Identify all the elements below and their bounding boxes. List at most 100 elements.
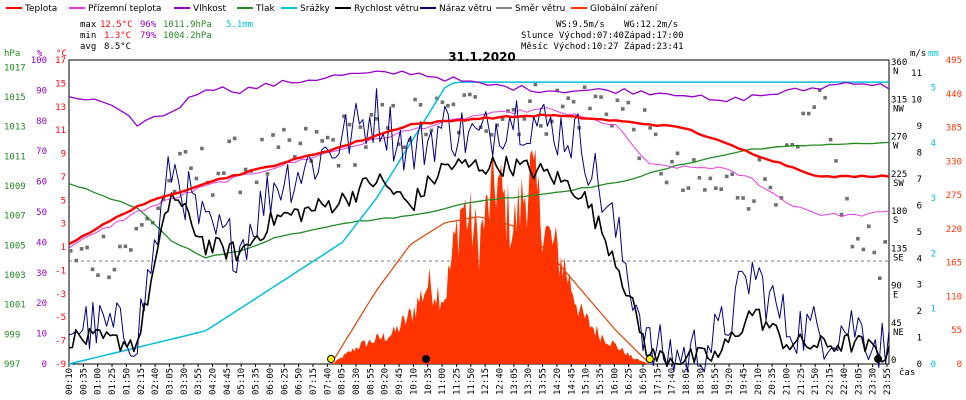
wind-direction-point <box>588 106 592 111</box>
wind-direction-point <box>211 193 215 197</box>
tick-label-degc: 11 <box>55 126 66 136</box>
wind-direction-point <box>692 158 696 162</box>
wind-direction-point <box>621 107 625 111</box>
tick-label-hpa: 999 <box>4 330 20 340</box>
tick-label-hpa: 1001 <box>4 301 26 311</box>
wind-direction-point <box>325 135 330 140</box>
wind-direction-point <box>878 276 882 280</box>
sunrise-marker <box>327 355 336 363</box>
wind-direction-point <box>484 129 488 133</box>
tick-label-hpa: 1005 <box>4 241 26 251</box>
tick-label-hpa: 997 <box>4 360 20 370</box>
tick-label-time: 11:00 <box>438 368 448 395</box>
wind-direction-point <box>796 144 800 149</box>
tick-label-time: 09:45 <box>395 368 405 395</box>
legend-label-rychlost-vetru: Rychlost větru <box>354 4 419 14</box>
wind-direction-point <box>96 273 100 277</box>
tick-label-dir: 360 <box>891 58 907 68</box>
tick-label-ms: 9 <box>917 122 922 132</box>
wind-direction-point <box>500 117 505 121</box>
wind-direction-point <box>763 177 767 181</box>
wind-direction-point <box>320 139 324 143</box>
wind-direction-point <box>850 244 855 249</box>
tick-label-time: 17:15 <box>653 368 663 395</box>
tick-label-time: 17:40 <box>668 368 678 395</box>
axis-ticks: 9979991001100310051007100910111013101510… <box>4 56 962 395</box>
wind-direction-point <box>670 159 674 164</box>
wind-direction-point <box>342 114 346 119</box>
tick-label-time: 05:10 <box>237 368 247 395</box>
tick-label-ms: 8 <box>917 149 922 159</box>
wind-direction-point <box>566 96 570 100</box>
tick-label-wm2: 275 <box>946 191 962 201</box>
wind-direction-point <box>883 240 887 244</box>
axis-title-hpa: hPa <box>4 49 20 59</box>
stat-min-hum: 79% <box>140 31 157 41</box>
legend-label-teplota: Teplota <box>24 4 57 14</box>
axis-title-time: čas <box>899 367 915 378</box>
wind-direction-point <box>730 172 734 176</box>
wind-direction-point <box>429 128 434 133</box>
tick-label-dir-name: SE <box>893 253 904 263</box>
tick-label-time: 22:40 <box>840 368 850 395</box>
tick-label-time: 03:30 <box>180 368 190 395</box>
tick-label-dir: 135 <box>891 244 907 254</box>
tick-label-time: 02:15 <box>137 368 147 395</box>
wind-direction-point <box>708 176 713 181</box>
wind-direction-point <box>446 103 450 108</box>
tick-label-time: 18:05 <box>682 368 692 395</box>
wind-direction-point <box>801 111 805 116</box>
tick-label-time: 00:10 <box>65 368 75 395</box>
wind-direction-point <box>90 267 95 272</box>
info-sun-set: Západ:17:00 <box>624 31 684 41</box>
wind-direction-point <box>593 94 598 99</box>
wind-direction-point <box>779 196 784 200</box>
wind-direction-point <box>200 146 204 151</box>
tick-label-wm2: 165 <box>946 259 962 269</box>
wind-direction-point <box>353 163 357 167</box>
tick-label-time: 16:25 <box>625 368 635 395</box>
sunset-marker <box>645 355 654 363</box>
stat-avg-label: avg <box>80 42 96 52</box>
wind-direction-point <box>703 188 707 192</box>
series-naraz-vetru <box>68 88 890 373</box>
wind-direction-point <box>462 93 467 97</box>
tick-label-dir-name: S <box>893 216 898 226</box>
tick-label-time: 05:35 <box>252 368 262 395</box>
stat-min-label: min <box>80 31 96 41</box>
wind-direction-point <box>664 180 669 185</box>
tick-label-time: 09:20 <box>381 368 391 395</box>
tick-label-time: 01:00 <box>94 368 104 395</box>
wind-direction-point <box>719 187 723 191</box>
wind-direction-point <box>85 245 89 250</box>
tick-label-time: 23:30 <box>869 368 879 395</box>
tick-label-pct: 70 <box>36 147 47 157</box>
wind-direction-point <box>544 132 549 136</box>
wind-direction-point <box>129 248 133 252</box>
tick-label-time: 21:25 <box>797 368 807 395</box>
tick-label-time: 15:35 <box>596 368 606 395</box>
wind-direction-point <box>735 196 740 200</box>
wind-direction-point <box>856 237 860 241</box>
tick-label-time: 07:40 <box>323 368 333 395</box>
wind-direction-point <box>522 117 527 121</box>
wind-direction-point <box>697 176 702 180</box>
tick-label-time: 02:40 <box>151 368 161 395</box>
tick-label-time: 20:10 <box>754 368 764 395</box>
tick-label-hpa: 1017 <box>4 63 26 73</box>
tick-label-dir-name: NW <box>893 104 904 114</box>
tick-label-time: 04:20 <box>209 368 219 395</box>
info-moon: Měsíc Východ:10:27 <box>521 42 619 52</box>
series-tlak <box>68 141 890 259</box>
wind-direction-point <box>413 97 417 102</box>
stat-max-label: max <box>80 20 97 30</box>
tick-label-pct: 0 <box>42 360 47 370</box>
tick-label-dir: 225 <box>891 170 907 180</box>
wind-direction-point <box>599 95 603 99</box>
wind-direction-point <box>823 95 827 100</box>
tick-label-time: 16:00 <box>610 368 620 395</box>
wind-direction-point <box>194 176 199 181</box>
wind-direction-point <box>254 180 259 185</box>
tick-label-hpa: 1007 <box>4 212 26 222</box>
wind-direction-point <box>746 207 751 211</box>
